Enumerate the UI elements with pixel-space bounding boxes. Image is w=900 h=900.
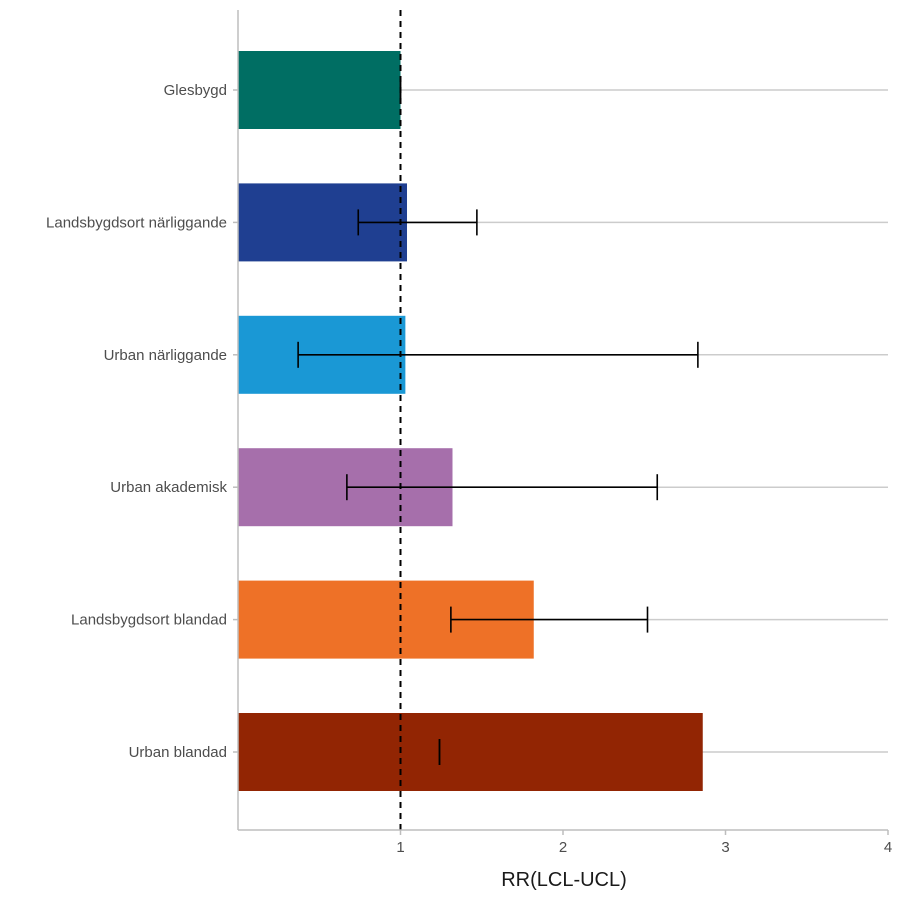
bars (238, 51, 703, 791)
error-bar-2 (357, 209, 478, 236)
x-tick-label: 1 (396, 839, 404, 856)
x-axis-title: RR(LCL-UCL) (501, 869, 627, 891)
category-label: Urban närliggande (104, 347, 227, 364)
x-tick-label: 3 (721, 839, 729, 856)
error-bar-3 (297, 341, 699, 368)
category-label: Glesbygd (164, 82, 227, 99)
error-bar-5 (450, 606, 649, 633)
category-labels: Glesbygd Landsbygdsort närliggande Urban n… (46, 82, 227, 761)
error-bar-4 (346, 474, 659, 501)
x-tick-label: 2 (559, 839, 567, 856)
category-label: Urban akademisk (110, 479, 227, 496)
bar-1 (238, 51, 401, 129)
x-tick-label: 4 (884, 839, 892, 856)
category-label: Urban blandad (129, 744, 227, 761)
category-label: Landsbygdsort närliggande (46, 214, 227, 231)
x-ticks: 1 2 3 4 (396, 830, 892, 856)
error-bars (297, 77, 699, 765)
axes (233, 10, 888, 831)
bar-6 (238, 713, 703, 791)
category-label: Landsbygdsort blandad (71, 612, 227, 629)
